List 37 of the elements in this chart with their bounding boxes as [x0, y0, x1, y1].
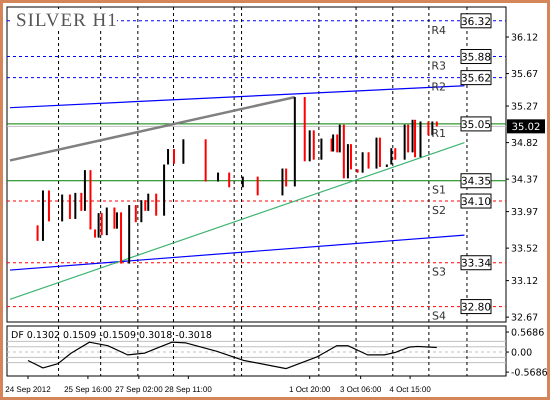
y-tick-label: 35.27 — [511, 101, 538, 112]
y-tick-label: 34.82 — [511, 138, 538, 149]
annotation: 32.80 — [460, 302, 492, 314]
annotation: 34.10 — [460, 196, 492, 208]
y-tick-label: 0.00 — [511, 347, 532, 358]
annotation: 34.35 — [460, 176, 492, 188]
x-tick-label: 4 Oct 15:00 — [389, 385, 432, 394]
y-tick-label: 32.67 — [511, 312, 538, 324]
chart-title: SILVER H1 — [16, 10, 118, 31]
annotation: 33.34 — [460, 258, 492, 270]
y-tick-label: 33.52 — [511, 243, 538, 254]
x-tick-label: 1 Oct 20:00 — [289, 385, 331, 394]
x-tick-label: 25 Sep 16:00 — [64, 385, 112, 394]
y-tick-label: 33.97 — [511, 206, 538, 218]
ref-line-label: S4 — [432, 310, 446, 323]
y-tick-label: 34.37 — [511, 174, 538, 186]
y-tick-label: 35.67 — [511, 68, 538, 80]
annotation: 35.05 — [460, 118, 492, 131]
annotation: 36.32 — [460, 16, 492, 28]
ref-line-label: R3 — [431, 60, 446, 73]
ref-line-label: R4 — [431, 24, 446, 37]
y-tick-label: 33.12 — [511, 276, 538, 287]
x-tick-label: 3 Oct 06:00 — [340, 385, 382, 394]
ref-line-label: S1 — [432, 184, 446, 197]
x-tick-label: 28 Sep 11:00 — [164, 385, 212, 394]
y-tick-label: -0.5686 — [511, 367, 548, 378]
chart-title: DF 0.1302 0.1509 -0.1509 0.3018 -0.3018 — [11, 330, 212, 341]
annotation: 35.88 — [460, 52, 492, 64]
x-tick-label: 27 Sep 02:00 — [115, 385, 164, 394]
ref-line-label: R1 — [431, 126, 446, 140]
annotation: 35.62 — [460, 72, 492, 85]
ref-line-label: S2 — [432, 204, 446, 218]
ref-line-label: S3 — [432, 266, 446, 279]
y-tick-label: 36.12 — [511, 32, 538, 44]
y-tick-label: 35.02 — [512, 122, 540, 133]
y-tick-label: 0.5686 — [511, 327, 544, 338]
x-tick-label: 24 Sep 2012 — [5, 385, 52, 394]
